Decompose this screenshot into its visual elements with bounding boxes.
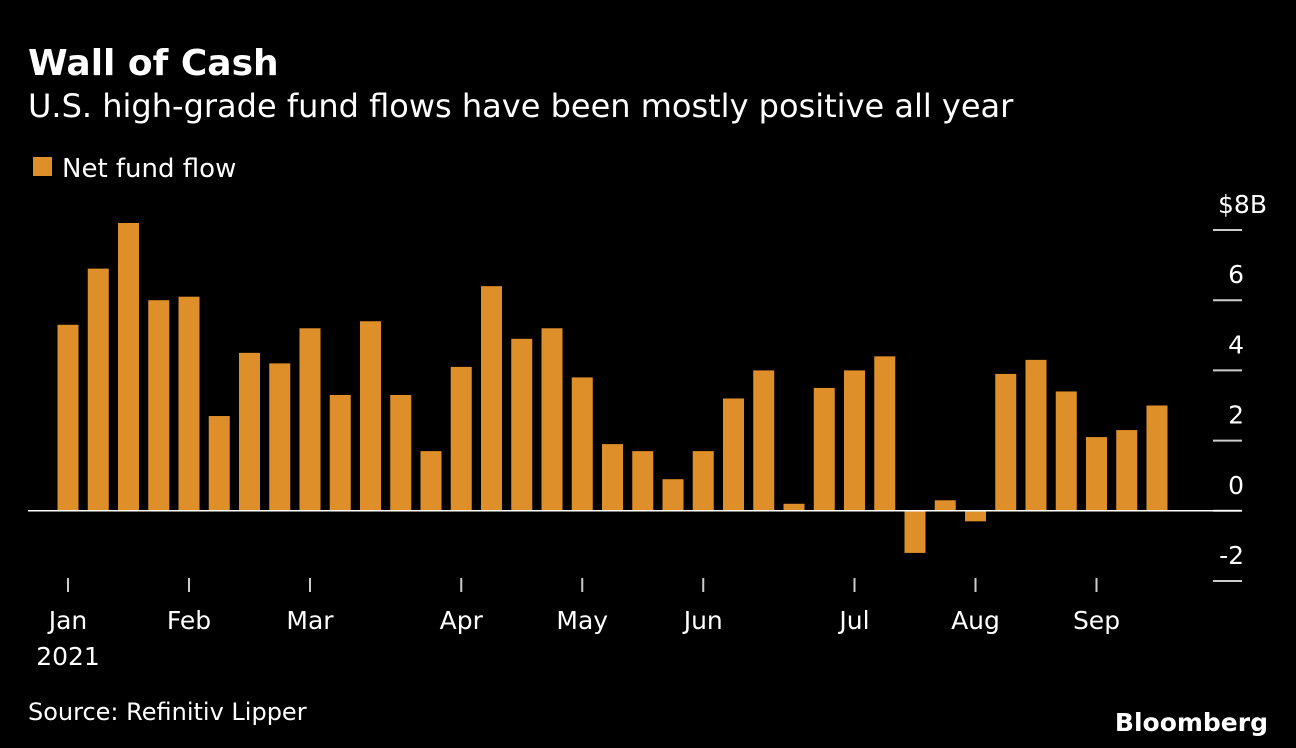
x-tick-label: Mar [286, 606, 334, 635]
bar [874, 356, 896, 511]
bar [662, 479, 684, 511]
bar [813, 387, 835, 511]
x-tick-label: May [556, 606, 608, 635]
x-sublabel: 2021 [36, 642, 100, 671]
bar [239, 352, 260, 511]
bar [208, 416, 230, 511]
y-tick-label: -2 [1219, 541, 1244, 570]
bar [753, 370, 775, 511]
bar [1146, 405, 1168, 511]
bar [723, 398, 744, 511]
bar [541, 328, 563, 511]
legend-swatch [33, 157, 52, 176]
y-tick-label: 0 [1228, 471, 1244, 500]
x-tick-label: Apr [440, 606, 484, 635]
bar [420, 451, 442, 511]
bar [329, 394, 351, 511]
bar [390, 394, 412, 511]
bar [118, 222, 139, 511]
x-tick-label: Jan [47, 606, 88, 635]
bar [1086, 437, 1107, 511]
bar [299, 328, 321, 511]
legend-label: Net fund flow [62, 154, 236, 184]
bar [1025, 359, 1047, 511]
bar [934, 500, 956, 511]
x-tick-label: Aug [951, 606, 1000, 635]
x-tick-label: Jun [682, 606, 723, 635]
bar [965, 510, 986, 522]
bar [844, 370, 865, 511]
y-tick-label: $8B [1218, 190, 1267, 219]
x-tick-label: Sep [1073, 606, 1120, 635]
chart-subtitle: U.S. high-grade fund flows have been mos… [28, 87, 1014, 125]
bar [511, 338, 533, 511]
bar [481, 286, 502, 511]
bar [178, 296, 200, 511]
bar [692, 451, 714, 511]
bar [87, 268, 109, 511]
bar [783, 503, 805, 511]
bar [995, 373, 1017, 511]
y-tick-label: 6 [1228, 260, 1244, 289]
bar [602, 444, 623, 511]
x-tick-label: Feb [167, 606, 211, 635]
bar [269, 363, 291, 511]
source: Source: Refinitiv Lipper [28, 698, 307, 726]
bar [57, 324, 79, 511]
bar [360, 321, 381, 511]
x-tick-label: Jul [837, 606, 869, 635]
bar [571, 377, 593, 511]
y-tick-label: 2 [1228, 401, 1244, 430]
y-tick-label: 4 [1228, 330, 1244, 359]
bar [904, 510, 926, 553]
chart-title: Wall of Cash [28, 43, 279, 84]
bar [450, 366, 472, 511]
bar [1055, 391, 1077, 511]
bar [1116, 430, 1138, 511]
bar [148, 300, 170, 511]
brand-logo: Bloomberg [1115, 708, 1268, 737]
bar [632, 451, 654, 511]
